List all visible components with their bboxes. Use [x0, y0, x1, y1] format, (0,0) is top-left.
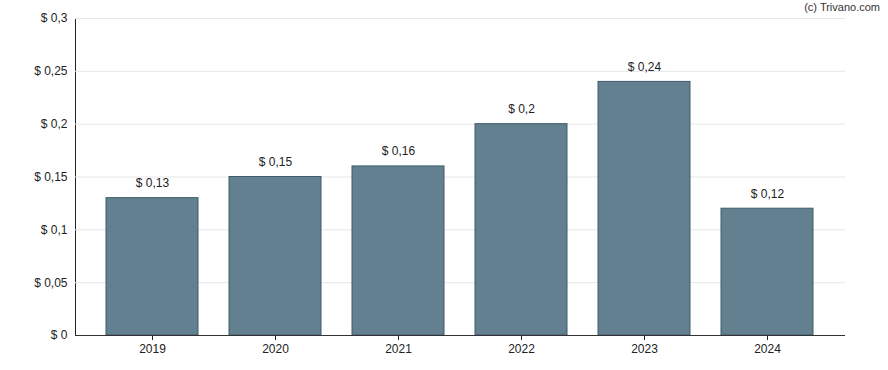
svg-text:$ 0,16: $ 0,16	[382, 144, 416, 158]
svg-text:$ 0,2: $ 0,2	[41, 117, 68, 131]
svg-text:2020: 2020	[262, 342, 289, 356]
svg-text:$ 0,15: $ 0,15	[34, 170, 68, 184]
svg-text:$ 0,13: $ 0,13	[136, 176, 170, 190]
html-text:(c) Trivano.com: (c) Trivano.com	[804, 1, 880, 13]
svg-text:$ 0,24: $ 0,24	[628, 60, 662, 74]
svg-text:2024: 2024	[754, 342, 781, 356]
svg-text:2019: 2019	[139, 342, 166, 356]
svg-text:$ 0,3: $ 0,3	[41, 11, 68, 25]
svg-text:$ 0: $ 0	[51, 328, 68, 342]
svg-text:2023: 2023	[631, 342, 658, 356]
svg-text:2021: 2021	[385, 342, 412, 356]
svg-text:$ 0,1: $ 0,1	[41, 223, 68, 237]
svg-text:$ 0,15: $ 0,15	[259, 155, 293, 169]
svg-text:$ 0,05: $ 0,05	[34, 276, 68, 290]
svg-text:$ 0,25: $ 0,25	[34, 64, 68, 78]
svg-text:$ 0,2: $ 0,2	[508, 102, 535, 116]
svg-text:2022: 2022	[508, 342, 535, 356]
svg-text:$ 0,12: $ 0,12	[751, 187, 785, 201]
